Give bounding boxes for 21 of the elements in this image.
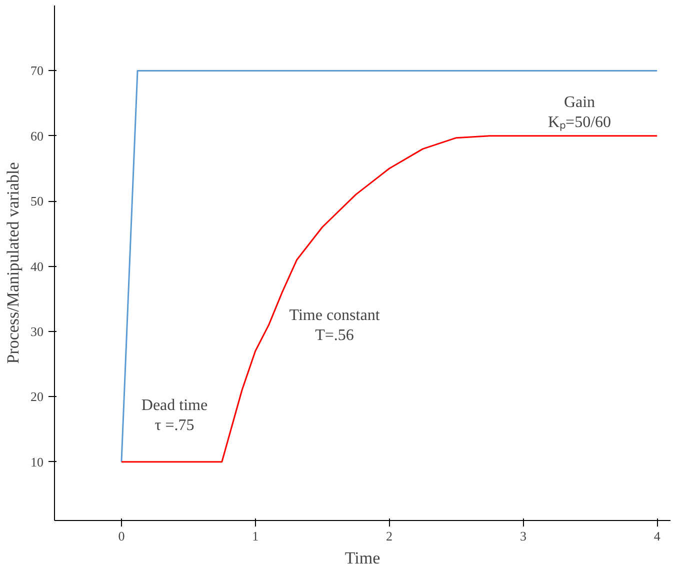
annotation: τ =.75 — [154, 417, 194, 434]
annotation: Dead time — [141, 397, 208, 414]
x-tick-label: 3 — [520, 528, 526, 544]
annotation: Time constant — [289, 307, 380, 324]
y-tick-label: 30 — [30, 324, 44, 339]
y-tick-label: 70 — [30, 63, 44, 78]
y-tick-label: 20 — [30, 389, 44, 404]
line-series — [120, 135, 658, 463]
x-tick-label: 0 — [118, 528, 125, 544]
annotation: Gain — [564, 94, 596, 111]
x-tick-label: 4 — [654, 528, 661, 544]
y-tick-label: 10 — [30, 454, 44, 470]
y-tick-label: 50 — [30, 194, 44, 209]
x-tick-label: 2 — [386, 528, 393, 544]
x-axis-title: Time — [344, 548, 380, 568]
y-tick-label: 60 — [30, 128, 44, 144]
x-tick-label: 1 — [252, 528, 259, 544]
annotation: T=.56 — [315, 327, 354, 344]
y-tick-label: 40 — [30, 258, 44, 274]
annotation: Kₚ=50/60 — [548, 114, 612, 131]
y-axis-title: Process/Manipulated variable — [4, 162, 22, 364]
